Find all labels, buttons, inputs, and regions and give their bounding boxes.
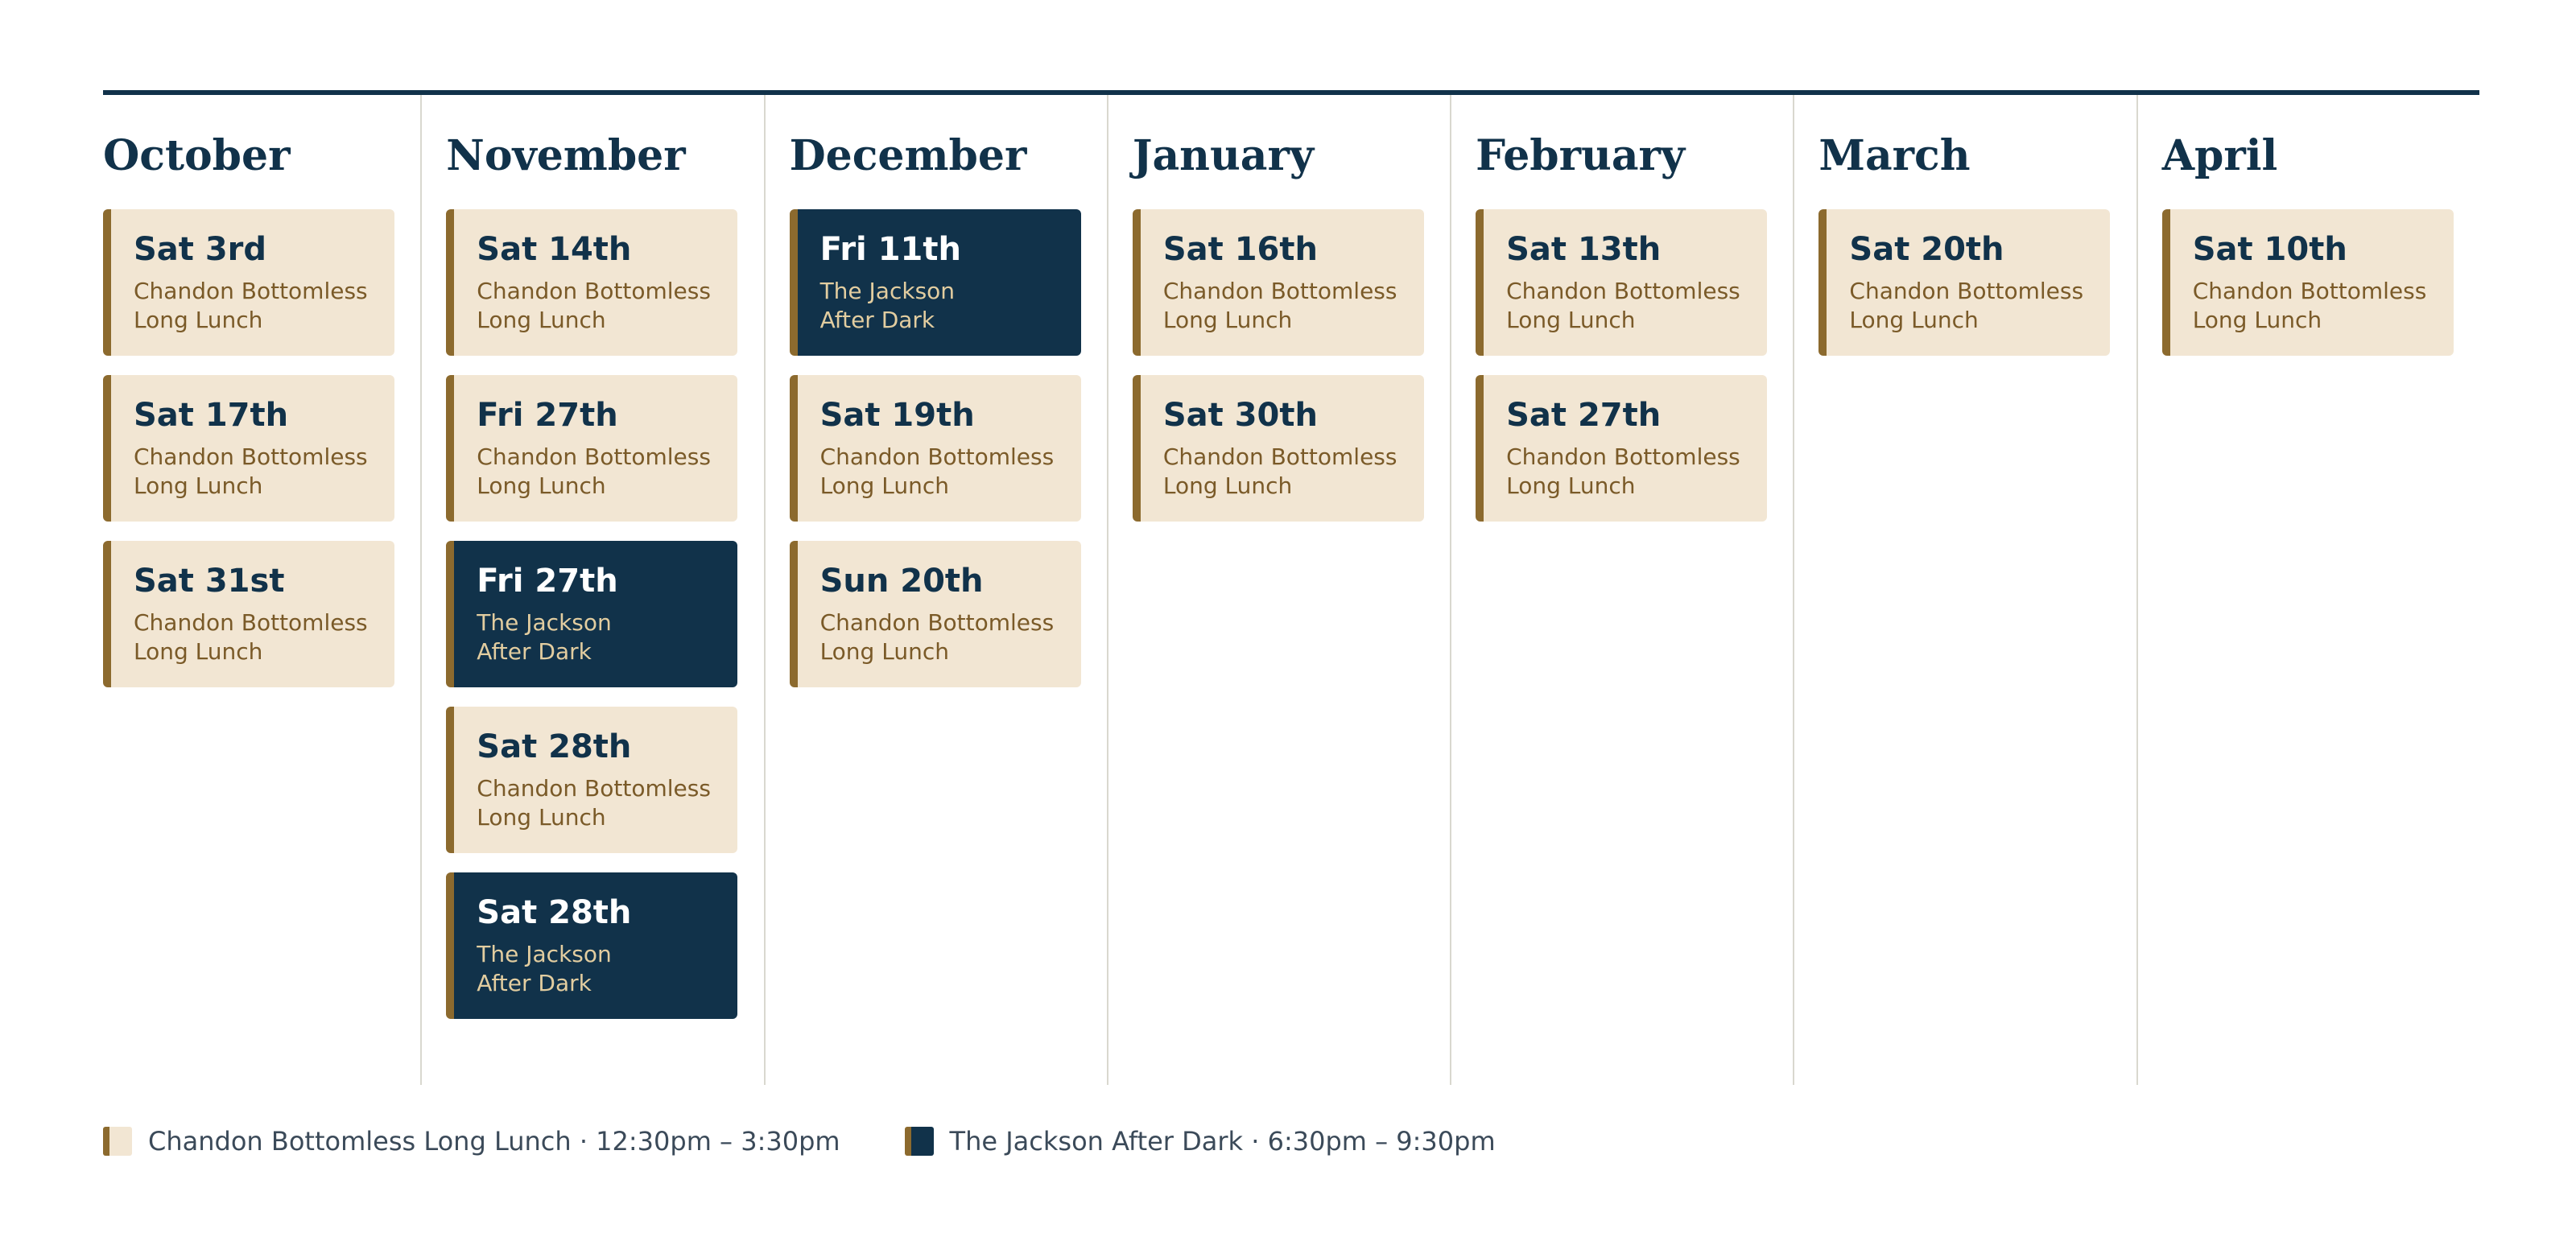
event-date: Sat 16th [1162,231,1318,268]
event-date: Sat 3rd [134,231,267,268]
event-card-lunch[interactable]: Sat 20th Chandon Bottomless Long Lunch [1818,209,2111,356]
month-column-october: October Sat 3rd Chandon Bottomless Long … [103,95,420,1085]
event-date: Sat 28th [477,728,632,765]
month-column-december: December Fri 11th The Jackson After Dark… [763,95,1107,1085]
after-dark-swatch-icon [904,1127,934,1156]
legend-label: The Jackson After Dark · 6:30pm – 9:30pm [949,1126,1496,1157]
event-name: Chandon Bottomless Long Lunch [477,443,711,499]
event-card-lunch[interactable]: Sat 10th Chandon Bottomless Long Lunch [2161,209,2454,356]
event-date: Sat 14th [477,231,632,268]
event-card-after-dark[interactable]: Fri 27th The Jackson After Dark [446,541,738,687]
month-title: October [103,131,291,180]
event-date: Sun 20th [819,563,984,600]
event-card-lunch[interactable]: Sat 17th Chandon Bottomless Long Lunch [103,375,394,522]
month-column-november: November Sat 14th Chandon Bottomless Lon… [420,95,763,1085]
month-title: April [2161,131,2278,180]
event-date: Sat 13th [1506,231,1662,268]
event-card-lunch[interactable]: Sat 30th Chandon Bottomless Long Lunch [1132,375,1424,522]
event-date: Fri 27th [477,397,618,434]
event-name: The Jackson After Dark [477,941,612,996]
event-date: Sat 27th [1506,397,1662,434]
event-card-lunch[interactable]: Sat 3rd Chandon Bottomless Long Lunch [103,209,394,356]
event-date: Sat 28th [477,894,632,931]
event-name: Chandon Bottomless Long Lunch [477,775,711,831]
event-list: Sat 16th Chandon Bottomless Long Lunch S… [1132,209,1427,522]
event-date: Sat 30th [1162,397,1318,434]
event-name: Chandon Bottomless Long Lunch [134,443,368,499]
event-card-lunch[interactable]: Fri 27th Chandon Bottomless Long Lunch [446,375,738,522]
event-name: Chandon Bottomless Long Lunch [819,443,1055,499]
event-date: Fri 11th [819,231,961,268]
event-name: Chandon Bottomless Long Lunch [1162,278,1397,333]
legend-label: Chandon Bottomless Long Lunch · 12:30pm … [148,1126,840,1157]
event-legend: Chandon Bottomless Long Lunch · 12:30pm … [103,1125,1496,1157]
event-name: The Jackson After Dark [819,278,956,333]
month-column-march: March Sat 20th Chandon Bottomless Long L… [1793,95,2136,1085]
event-date: Sat 10th [2192,231,2347,268]
month-title: March [1818,131,1971,180]
event-card-after-dark[interactable]: Fri 11th The Jackson After Dark [789,209,1081,356]
event-list: Fri 11th The Jackson After Dark Sat 19th… [789,209,1084,687]
month-title: February [1476,131,1686,180]
legend-item-after-dark: The Jackson After Dark · 6:30pm – 9:30pm [904,1125,1496,1157]
event-date: Fri 27th [477,563,618,600]
event-card-lunch[interactable]: Sat 19th Chandon Bottomless Long Lunch [789,375,1081,522]
event-name: Chandon Bottomless Long Lunch [134,278,368,333]
event-card-lunch[interactable]: Sat 27th Chandon Bottomless Long Lunch [1476,375,1768,522]
event-name: Chandon Bottomless Long Lunch [477,278,711,333]
month-title: December [789,131,1027,180]
event-card-lunch[interactable]: Sun 20th Chandon Bottomless Long Lunch [789,541,1081,687]
event-name: Chandon Bottomless Long Lunch [1162,443,1397,499]
event-card-lunch[interactable]: Sat 14th Chandon Bottomless Long Lunch [446,209,738,356]
legend-item-lunch: Chandon Bottomless Long Lunch · 12:30pm … [103,1125,840,1157]
event-card-lunch[interactable]: Sat 31st Chandon Bottomless Long Lunch [103,541,394,687]
events-calendar: October Sat 3rd Chandon Bottomless Long … [103,90,2479,1085]
event-card-lunch[interactable]: Sat 16th Chandon Bottomless Long Lunch [1132,209,1424,356]
event-name: Chandon Bottomless Long Lunch [1506,278,1740,333]
event-name: Chandon Bottomless Long Lunch [2192,278,2427,333]
event-date: Sat 17th [134,397,289,434]
event-card-lunch[interactable]: Sat 13th Chandon Bottomless Long Lunch [1476,209,1768,356]
event-date: Sat 20th [1849,231,2004,268]
event-name: Chandon Bottomless Long Lunch [134,609,368,665]
event-list: Sat 14th Chandon Bottomless Long Lunch F… [446,209,741,1019]
month-title: November [446,131,686,180]
month-column-january: January Sat 16th Chandon Bottomless Long… [1106,95,1450,1085]
event-list: Sat 13th Chandon Bottomless Long Lunch S… [1476,209,1770,522]
event-card-after-dark[interactable]: Sat 28th The Jackson After Dark [446,872,738,1019]
event-list: Sat 10th Chandon Bottomless Long Lunch [2161,209,2457,356]
event-name: Chandon Bottomless Long Lunch [1506,443,1740,499]
event-list: Sat 20th Chandon Bottomless Long Lunch [1818,209,2113,356]
event-name: Chandon Bottomless Long Lunch [1849,278,2084,333]
lunch-swatch-icon [103,1127,132,1156]
month-column-february: February Sat 13th Chandon Bottomless Lon… [1450,95,1793,1085]
event-name: The Jackson After Dark [477,609,612,665]
event-name: Chandon Bottomless Long Lunch [819,609,1055,665]
month-title: January [1132,131,1315,180]
event-card-lunch[interactable]: Sat 28th Chandon Bottomless Long Lunch [446,707,738,853]
event-date: Sat 31st [134,563,285,600]
month-column-april: April Sat 10th Chandon Bottomless Long L… [2136,95,2479,1085]
event-list: Sat 3rd Chandon Bottomless Long Lunch Sa… [103,209,398,687]
event-date: Sat 19th [819,397,975,434]
